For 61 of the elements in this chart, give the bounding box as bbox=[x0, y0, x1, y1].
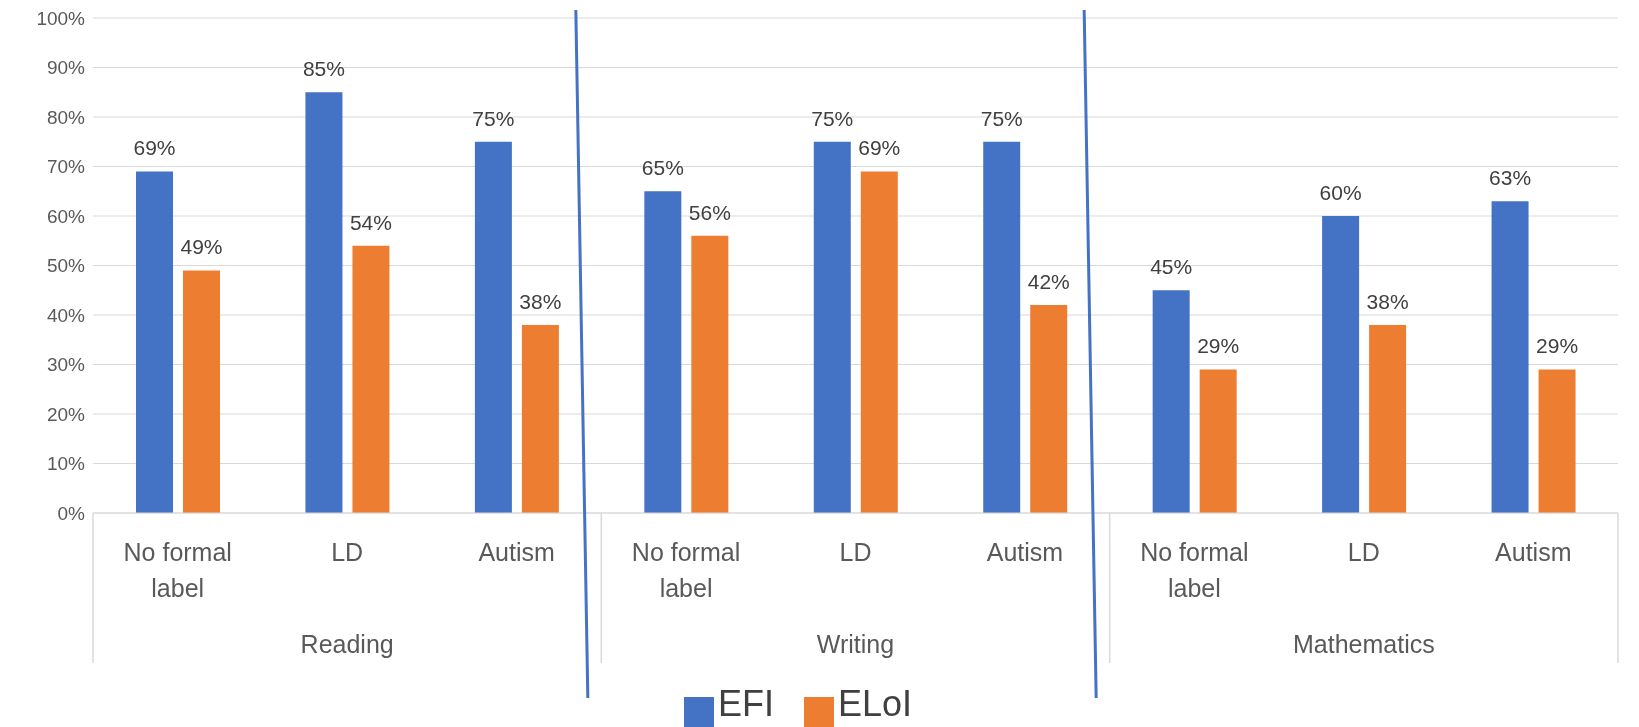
data-label: 49% bbox=[180, 235, 223, 259]
bar bbox=[644, 191, 682, 513]
x-tick-label: LD bbox=[331, 538, 364, 566]
bar bbox=[1322, 216, 1360, 513]
y-tick-label: 90% bbox=[46, 57, 86, 79]
bar bbox=[183, 270, 220, 513]
data-label: 69% bbox=[858, 136, 901, 160]
bar bbox=[860, 171, 898, 513]
data-label: 38% bbox=[1366, 289, 1409, 313]
bar bbox=[474, 141, 512, 513]
x-tick-label: Autism bbox=[1495, 538, 1572, 566]
y-tick-label: 40% bbox=[46, 304, 86, 326]
y-tick-label: 70% bbox=[46, 156, 86, 178]
y-tick-label: 100% bbox=[36, 7, 86, 29]
y-tick-label: 80% bbox=[46, 106, 86, 128]
y-tick-label: 20% bbox=[46, 403, 86, 425]
data-label: 42% bbox=[1027, 270, 1070, 294]
x-tick-label: No formal label bbox=[123, 538, 232, 602]
y-tick-label: 50% bbox=[46, 255, 86, 277]
data-label: 63% bbox=[1489, 166, 1532, 190]
text: Mathematics bbox=[1292, 630, 1435, 658]
bar bbox=[521, 324, 559, 513]
bar bbox=[352, 245, 390, 513]
data-label: 65% bbox=[641, 156, 684, 180]
data-label: 45% bbox=[1150, 255, 1193, 279]
bar bbox=[1152, 290, 1190, 513]
bar bbox=[305, 92, 343, 513]
bar bbox=[1491, 201, 1529, 513]
x-tick-label: LD bbox=[839, 538, 872, 566]
legend-label: ELoI bbox=[837, 683, 913, 724]
bar bbox=[1030, 305, 1068, 513]
y-tick-label: 30% bbox=[46, 354, 86, 376]
text: Writing bbox=[816, 630, 895, 658]
data-label: 56% bbox=[688, 200, 731, 224]
data-label: 60% bbox=[1319, 181, 1362, 204]
data-label: 29% bbox=[1197, 334, 1240, 358]
bar bbox=[983, 141, 1021, 513]
x-tick-label: No formal label bbox=[631, 538, 741, 602]
data-label: 29% bbox=[1536, 334, 1579, 358]
x-tick-label: Autism bbox=[478, 538, 555, 566]
data-label: 75% bbox=[472, 106, 515, 130]
data-label: 69% bbox=[133, 136, 176, 160]
y-tick-label: 0% bbox=[57, 502, 86, 524]
y-tick-label: 10% bbox=[46, 453, 86, 475]
bar bbox=[1369, 324, 1407, 513]
text: Reading bbox=[300, 630, 394, 658]
data-label: 85% bbox=[302, 57, 345, 81]
bar bbox=[691, 235, 729, 513]
y-tick-label: 60% bbox=[46, 205, 86, 227]
data-label: 38% bbox=[519, 289, 562, 313]
data-label: 54% bbox=[349, 210, 392, 234]
bar bbox=[136, 171, 173, 513]
data-label: 75% bbox=[811, 106, 854, 130]
x-tick-label: Autism bbox=[986, 538, 1064, 566]
bar bbox=[1199, 369, 1237, 513]
data-label: 75% bbox=[980, 106, 1023, 130]
bar bbox=[1538, 369, 1576, 513]
x-tick-label: No formal label bbox=[1140, 538, 1249, 602]
legend-label: EFI bbox=[717, 683, 774, 724]
bar bbox=[813, 141, 851, 513]
x-tick-label: LD bbox=[1347, 538, 1380, 566]
